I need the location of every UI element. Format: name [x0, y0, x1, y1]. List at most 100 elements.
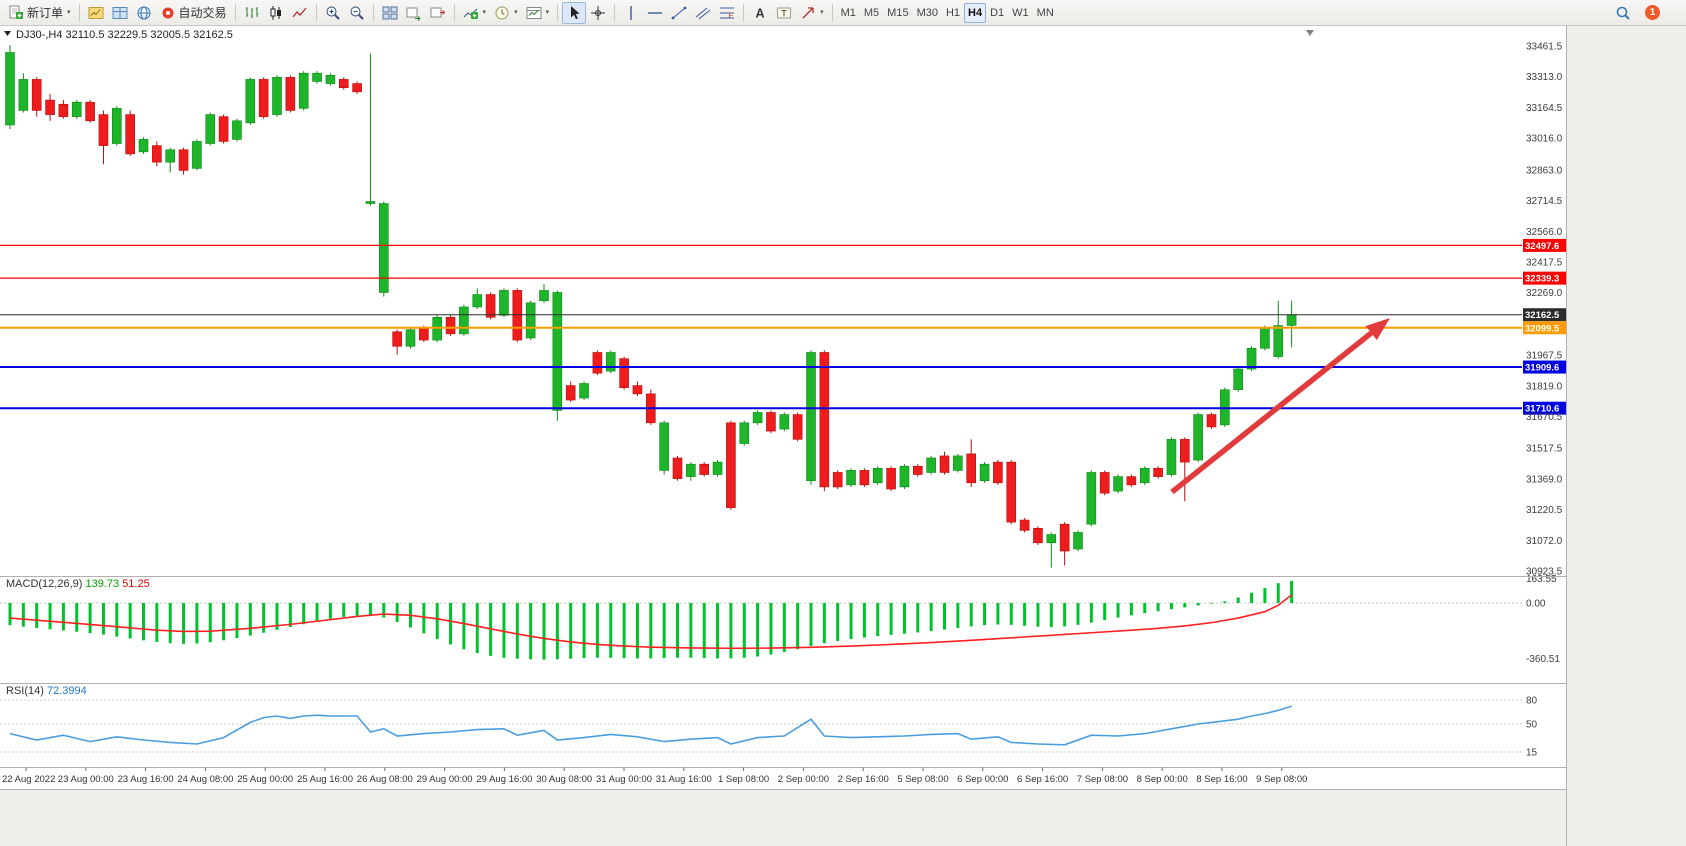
cursor-icon — [571, 5, 580, 19]
price-axis-label: 32566.0 — [1526, 227, 1563, 238]
new-order-button[interactable]: 新订单 ▾ — [4, 2, 75, 24]
price-axis-label: 33313.0 — [1526, 72, 1563, 83]
templates-button[interactable]: ▾ — [522, 2, 554, 24]
search-button[interactable] — [1611, 2, 1635, 24]
candle-body — [405, 329, 416, 347]
price-axis[interactable] — [1522, 26, 1566, 790]
price-line-label-text: 32162.5 — [1525, 310, 1560, 321]
macd-header: MACD(12,26,9) 139.73 51.25 — [6, 578, 150, 590]
tile-windows-button[interactable] — [378, 2, 402, 24]
dropdown-caret-icon: ▾ — [67, 9, 71, 16]
equidistant-channel-button[interactable] — [691, 2, 715, 24]
auto-trading-button[interactable]: 自动交易 — [156, 2, 231, 24]
candle-body — [632, 385, 643, 395]
timeframe-h1-button[interactable]: H1 — [942, 3, 964, 23]
text-label-button[interactable]: T — [772, 2, 796, 24]
candle-body — [112, 108, 122, 144]
price-axis-label: 33461.5 — [1526, 42, 1563, 53]
charts-button[interactable] — [84, 2, 108, 24]
crosshair-icon — [591, 5, 606, 20]
candle-body — [939, 455, 950, 473]
timeframe-m15-button[interactable]: M15 — [883, 3, 912, 23]
market-watch-button[interactable] — [108, 2, 132, 24]
chart-profile-icon — [88, 6, 104, 19]
vertical-line-button[interactable] — [619, 2, 643, 24]
channel-icon — [695, 7, 711, 19]
horizontal-line-button[interactable] — [643, 2, 667, 24]
auto-scroll-button[interactable] — [402, 2, 426, 24]
toolbar-separator — [372, 4, 374, 21]
timeframe-m1-button[interactable]: M1 — [837, 3, 860, 23]
candle-body — [71, 101, 82, 117]
candle-body — [1139, 468, 1150, 484]
cursor-button[interactable] — [562, 1, 587, 24]
crosshair-button[interactable] — [586, 2, 610, 24]
toolbar-separator — [234, 4, 236, 21]
price-line-label — [1523, 308, 1566, 322]
candle-body — [699, 463, 710, 475]
rsi-axis-label: 15 — [1526, 748, 1538, 759]
price-axis-label: 31819.0 — [1526, 381, 1563, 392]
rsi-header: RSI(14) 72.3994 — [6, 685, 87, 697]
fibonacci-button[interactable]: F — [715, 2, 739, 24]
candle-body — [1046, 534, 1057, 544]
candlestick-chart-button[interactable] — [264, 2, 288, 24]
zoom-in-button[interactable] — [321, 2, 345, 24]
timeframe-mn-button[interactable]: MN — [1033, 3, 1058, 23]
time-axis[interactable]: 22 Aug 2022 23 Aug 00:00 23 Aug 16:00 24 Au… — [2, 767, 1307, 786]
candle-body — [1246, 348, 1257, 370]
web-terminal-button[interactable] — [132, 2, 156, 24]
candle-body — [1233, 368, 1243, 391]
candle-body — [953, 455, 963, 471]
price-axis-label: 33016.0 — [1526, 134, 1563, 145]
candle-body — [912, 465, 923, 475]
candle-body — [178, 149, 189, 171]
line-chart-button[interactable] — [288, 2, 312, 24]
price-axis-label: 31072.0 — [1526, 536, 1563, 547]
candle-body — [205, 114, 216, 144]
arrows-button[interactable]: ▾ — [796, 2, 828, 24]
periods-icon — [495, 6, 509, 19]
timeframe-h4-button[interactable]: H4 — [964, 2, 987, 23]
trendline-button[interactable] — [667, 2, 691, 24]
timeframe-d1-button[interactable]: D1 — [986, 3, 1008, 23]
timeframe-m5-button[interactable]: M5 — [860, 3, 883, 23]
candle-body — [819, 352, 830, 488]
zoom-out-button[interactable] — [345, 2, 369, 24]
candle-body — [539, 290, 549, 302]
chart-shift-marker[interactable] — [1306, 30, 1314, 36]
bottom-margin — [0, 790, 1566, 846]
time-axis-label: 7 Sep 08:00 — [1077, 774, 1128, 785]
candle-body — [712, 461, 723, 475]
candle-body — [165, 149, 175, 163]
candle-body — [472, 294, 483, 308]
symbol-collapse-icon[interactable] — [4, 31, 11, 36]
notification-badge[interactable]: 1 — [1645, 5, 1660, 20]
chart-shift-button[interactable] — [426, 2, 450, 24]
periods-button[interactable]: ▾ — [490, 2, 522, 24]
trend-arrow[interactable] — [1170, 330, 1373, 495]
time-axis-label: 25 Aug 00:00 — [237, 774, 293, 785]
candle-body — [245, 79, 256, 124]
text-button[interactable]: A — [748, 2, 772, 24]
candle-body — [272, 77, 282, 115]
candle-body — [298, 72, 309, 109]
candle-body — [846, 470, 856, 486]
time-axis-label: 26 Aug 08:00 — [357, 774, 413, 785]
candle-body — [378, 203, 389, 293]
chart-shift-icon — [430, 7, 445, 17]
trend-arrow-head[interactable] — [1365, 318, 1390, 341]
auto-trading-button-label: 自动交易 — [178, 6, 227, 20]
time-axis-label: 6 Sep 00:00 — [957, 774, 1008, 785]
candle-body — [886, 468, 896, 490]
candle-body — [966, 453, 977, 484]
time-axis-label: 6 Sep 16:00 — [1017, 774, 1068, 785]
time-axis-label: 23 Aug 16:00 — [118, 774, 174, 785]
chart-canvas[interactable]: DJ30-,H4 32110.5 32229.5 32005.5 32162.5… — [0, 26, 1686, 846]
timeframe-w1-button[interactable]: W1 — [1008, 3, 1033, 23]
timeframe-m30-button[interactable]: M30 — [913, 3, 942, 23]
indicators-button[interactable]: ▾ — [459, 2, 491, 24]
bar-chart-button[interactable] — [240, 2, 264, 24]
candle-body — [926, 457, 936, 473]
candle-body — [31, 79, 42, 111]
